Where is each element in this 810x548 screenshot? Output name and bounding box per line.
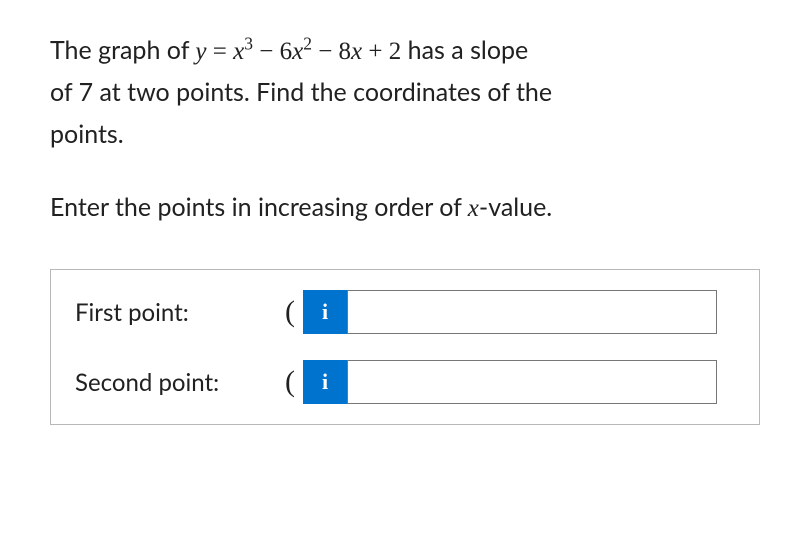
info-button-first[interactable]: i [303, 290, 347, 334]
first-point-paren: ( [285, 295, 295, 329]
eq-lhs: y [195, 38, 206, 65]
eq-t1-var: x [233, 38, 244, 65]
eq-t2-exp: 2 [303, 34, 312, 54]
instr-prefix: Enter the points in increasing order of [50, 192, 468, 222]
eq-minus1: − [253, 38, 280, 65]
eq-plus: + [362, 38, 389, 65]
first-point-row: First point: ( i [75, 290, 735, 334]
eq-t1-exp: 3 [244, 34, 253, 54]
second-point-label: Second point: [75, 368, 285, 397]
problem-line3: points. [50, 119, 124, 149]
info-icon: i [322, 299, 328, 325]
second-point-input[interactable] [347, 360, 717, 404]
instr-suffix: -value. [479, 192, 552, 222]
problem-statement: The graph of y = x3 − 6x2 − 8x + 2 has a… [50, 30, 760, 155]
eq-minus2: − [312, 38, 339, 65]
problem-suffix1: has a slope [401, 35, 528, 65]
eq-equals: = [207, 38, 234, 65]
eq-t4: 2 [389, 38, 402, 65]
problem-prefix: The graph of [50, 35, 195, 65]
eq-t3-var: x [351, 38, 362, 65]
eq-t2-coef: 6 [280, 38, 293, 65]
eq-t3-coef: 8 [339, 38, 352, 65]
info-button-second[interactable]: i [303, 360, 347, 404]
instruction: Enter the points in increasing order of … [50, 187, 760, 229]
second-point-paren: ( [285, 365, 295, 399]
instr-var: x [468, 195, 479, 222]
answer-container: First point: ( i Second point: ( i [50, 269, 760, 425]
problem-line2: of 7 at two points. Find the coordinates… [50, 77, 552, 107]
first-point-label: First point: [75, 298, 285, 327]
first-point-input[interactable] [347, 290, 717, 334]
info-icon: i [322, 369, 328, 395]
second-point-row: Second point: ( i [75, 360, 735, 404]
eq-t2-var: x [292, 38, 303, 65]
